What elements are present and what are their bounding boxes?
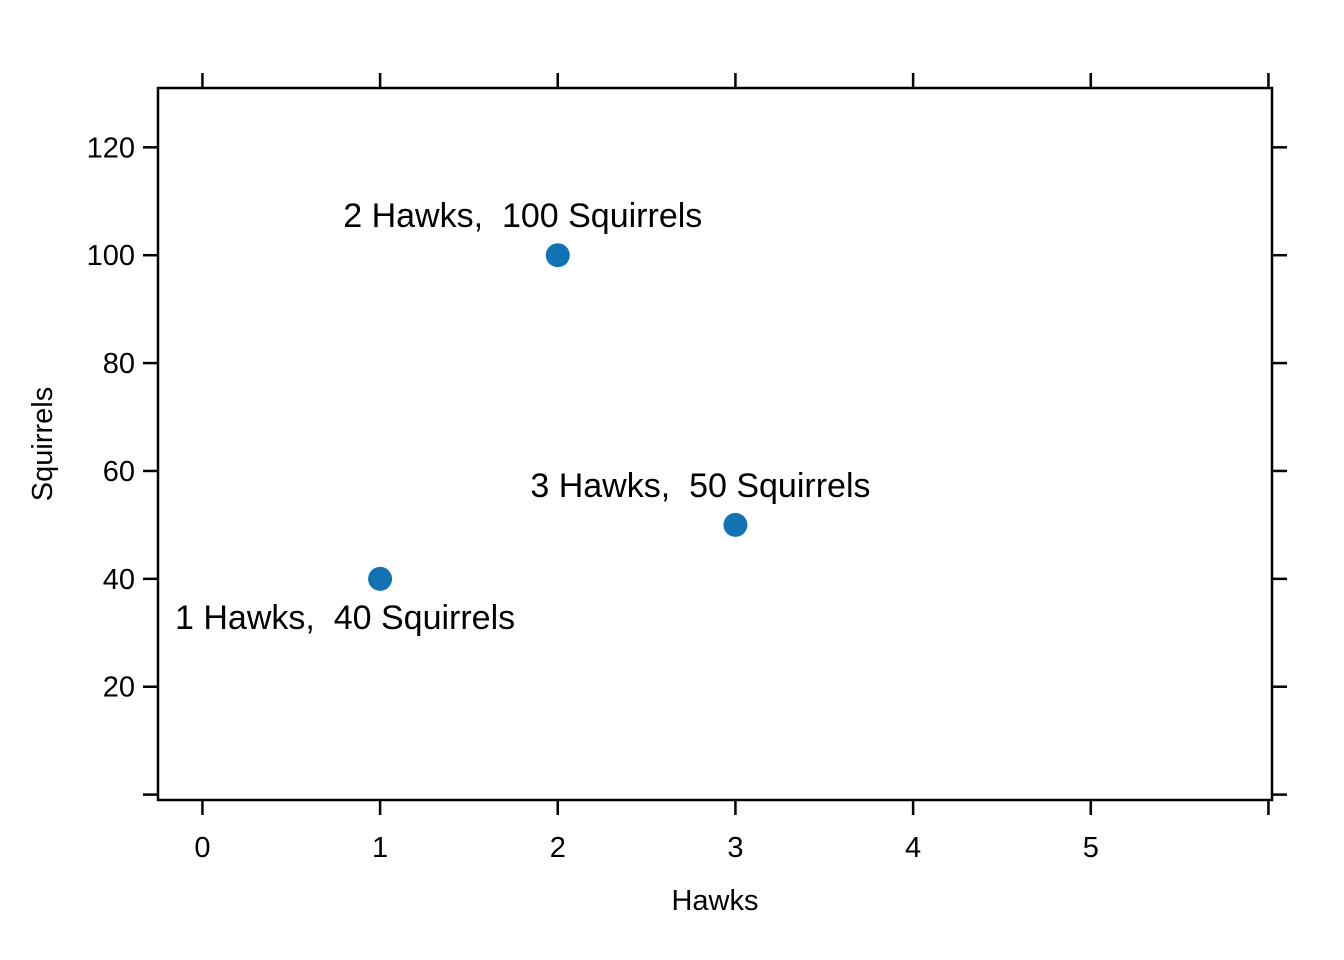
y-axis-title: Squirrels [27,387,59,501]
point-label: 3 Hawks, 50 Squirrels [530,467,870,505]
x-axis-tick-label: 0 [194,832,210,864]
data-point [545,243,570,268]
y-axis-tick-label: 100 [87,240,135,272]
plot-border [156,86,1274,802]
y-axis-tick-label: 120 [87,132,135,164]
x-axis-tick-label: 2 [550,832,566,864]
x-axis-tick-label: 5 [1083,832,1099,864]
y-axis-tick-label: 20 [103,672,135,704]
point-label: 2 Hawks, 100 Squirrels [343,197,702,235]
y-axis-tick-label: 40 [103,564,135,596]
y-axis-tick-label: 60 [103,456,135,488]
x-axis-tick-label: 1 [372,832,388,864]
point-label: 1 Hawks, 40 Squirrels [175,599,515,637]
x-axis-tick-label: 4 [905,832,921,864]
x-axis-tick-label: 3 [727,832,743,864]
data-point [723,512,748,537]
y-axis-tick-label: 80 [103,348,135,380]
data-point [368,566,393,591]
x-axis-title: Hawks [671,885,758,917]
